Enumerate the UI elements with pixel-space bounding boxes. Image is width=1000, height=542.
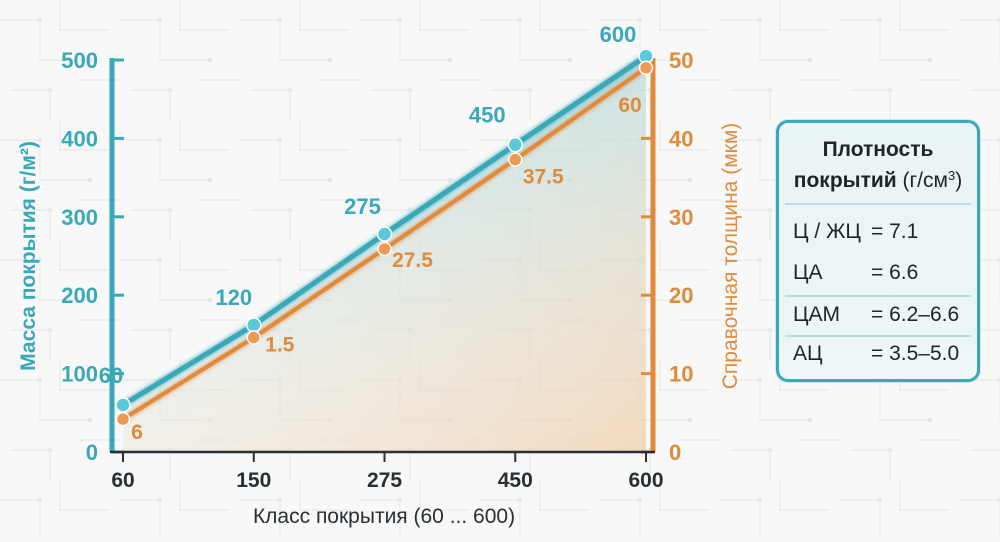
density-row-name: ЦА xyxy=(793,261,823,284)
density-row-name: АЦ xyxy=(793,342,823,365)
left-tick-label: 200 xyxy=(61,283,98,308)
data-label-thickness: 27.5 xyxy=(392,249,433,272)
density-panel: Плотность покрытий (г/см3) Ц / ЖЦ = 7.1 … xyxy=(776,120,980,382)
x-axis-title: Класс покрытия (60 ... 600) xyxy=(253,505,515,528)
right-tick-label: 10 xyxy=(669,362,693,387)
x-tick-label: 600 xyxy=(628,469,663,492)
density-title-unit-suffix: ) xyxy=(955,169,963,192)
x-tick-label: 60 xyxy=(111,469,134,492)
left-tick-label: 0 xyxy=(86,440,98,465)
data-point-mass xyxy=(115,397,131,413)
density-row-name: Ц / ЖЦ xyxy=(793,220,861,243)
data-label-mass: 275 xyxy=(344,194,381,219)
right-tick-label: 40 xyxy=(669,126,693,151)
left-tick-label: 400 xyxy=(61,126,98,151)
right-tick-label: 0 xyxy=(669,440,681,465)
data-point-mass xyxy=(246,317,262,333)
data-label-mass: 120 xyxy=(215,285,252,310)
density-title-unit: (г/см xyxy=(902,169,948,192)
data-point-thickness xyxy=(638,60,654,76)
data-point-thickness xyxy=(115,411,131,427)
density-row-value: = 6.2–6.6 xyxy=(871,303,960,326)
density-title-unit-sup: 3 xyxy=(947,168,956,183)
right-tick-label: 20 xyxy=(669,283,693,308)
data-label-thickness: 1.5 xyxy=(265,334,295,357)
data-label-thickness: 37.5 xyxy=(523,166,564,189)
x-tick-label: 150 xyxy=(236,469,271,492)
data-point-mass xyxy=(507,136,523,153)
data-point-thickness xyxy=(508,152,523,167)
left-tick-label: 300 xyxy=(61,205,98,230)
data-label-mass: 450 xyxy=(469,103,506,128)
data-point-thickness xyxy=(377,241,392,257)
left-axis-title: Масса покрытия (г/м²) xyxy=(17,141,40,371)
data-point-thickness xyxy=(246,330,261,345)
x-tick-label: 450 xyxy=(498,469,533,492)
density-divider xyxy=(785,335,971,337)
right-tick-label: 50 xyxy=(669,48,693,73)
density-row-value: = 6.6 xyxy=(871,261,919,284)
right-axis-title: Справочная толщина (мкм) xyxy=(719,123,742,389)
right-tick-label: 30 xyxy=(669,205,693,230)
data-label-mass: 600 xyxy=(600,22,637,47)
density-title-text: Плотность покрытий xyxy=(793,138,934,192)
density-divider xyxy=(785,203,971,205)
data-label-mass: 60 xyxy=(99,363,123,388)
density-divider xyxy=(785,295,971,297)
left-tick-label: 100 xyxy=(61,362,98,387)
data-label-thickness: 60 xyxy=(618,94,641,117)
density-row-value: = 7.1 xyxy=(871,220,919,243)
left-tick-label: 500 xyxy=(61,48,98,73)
density-row-value: = 3.5–5.0 xyxy=(871,342,960,365)
data-point-mass xyxy=(376,226,393,242)
x-tick-label: 275 xyxy=(367,469,402,492)
density-panel-title: Плотность покрытий (г/см3) xyxy=(779,137,977,194)
data-label-thickness: 6 xyxy=(131,421,143,444)
density-row-name: ЦАМ xyxy=(793,303,841,326)
